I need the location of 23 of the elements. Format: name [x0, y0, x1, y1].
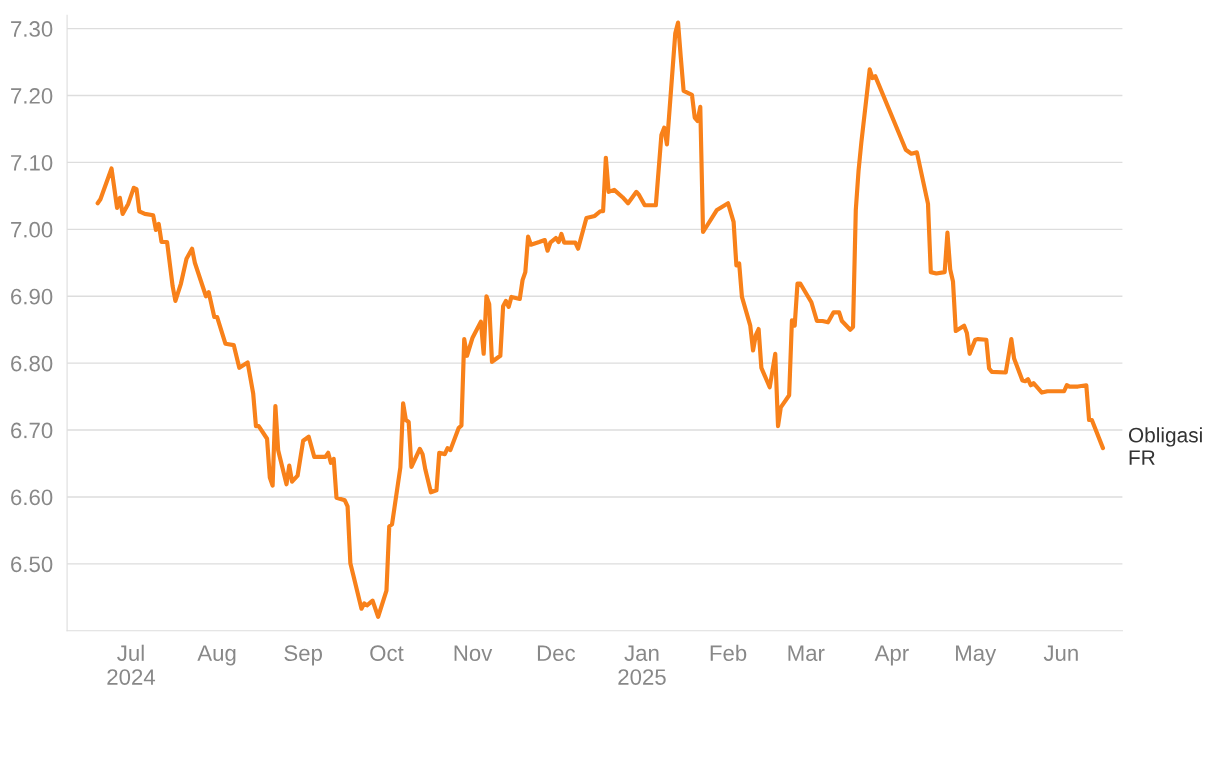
x-tick-label: Jul 2024	[107, 644, 156, 685]
y-tick-label: 6.90	[11, 288, 53, 305]
series-label: Obligasi FR	[1128, 427, 1202, 465]
x-tick-label: Apr	[874, 645, 909, 666]
y-tick-label: 7.20	[11, 88, 53, 104]
x-tick-label: Jun	[1043, 645, 1078, 662]
x-tick-label: Jan 2025	[618, 645, 666, 685]
x-tick-label: Dec	[537, 645, 576, 662]
x-tick-label: Sep	[284, 645, 322, 666]
line-series	[95, 20, 1106, 619]
x-tick-label: May	[956, 645, 997, 666]
y-tick-label: 6.70	[11, 422, 53, 439]
y-tick-label: 6.50	[11, 556, 53, 573]
y-tick-label: 7.10	[11, 154, 53, 171]
x-tick-label: Nov	[454, 645, 493, 662]
x-tick-label: Aug	[197, 645, 236, 666]
x-tick-label: Mar	[788, 645, 825, 662]
y-tick-label: 7.00	[11, 221, 53, 238]
y-tick-label: 7.30	[11, 21, 53, 37]
x-tick-label: Feb	[710, 644, 747, 662]
y-tick-label: 6.80	[11, 355, 53, 372]
y-tick-label: 6.60	[11, 489, 53, 506]
x-tick-label: Oct	[370, 645, 404, 662]
